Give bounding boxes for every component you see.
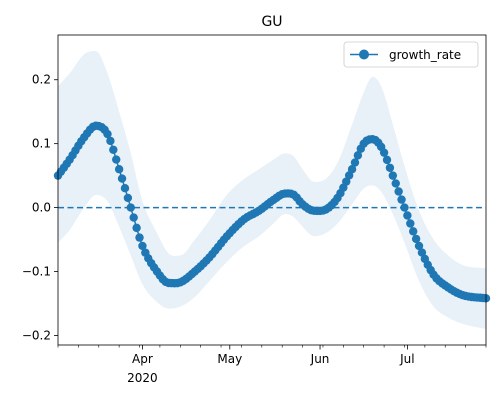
data-point [347,165,357,174]
data-point [397,195,406,204]
data-point [106,136,115,146]
data-point [385,163,395,172]
legend-label-growth-rate: growth_rate [389,48,461,62]
confidence-band-layer [58,50,486,330]
series-points-layer [53,121,491,303]
plot-frame [57,34,487,346]
data-point [400,203,409,212]
y-tick-label: 0.0 [32,201,51,215]
data-point [379,148,389,157]
data-point [120,184,130,193]
data-point [114,165,124,174]
y-tick-label: 0.1 [32,137,51,151]
chart-title: GU [261,14,282,30]
data-point [406,219,415,228]
y-axis: −0.2 −0.1 0.0 0.1 0.2 [22,73,58,342]
data-point [411,234,421,244]
data-point [132,223,141,233]
data-point [388,171,398,180]
data-point [409,227,418,236]
x-tick-label: Jul [399,352,414,366]
data-point [129,213,138,222]
data-point [103,129,112,139]
x-tick-label: Jun [310,352,330,366]
data-point [117,174,127,183]
data-point [403,211,412,220]
x-axis: Apr 2020 May Jun Jul [57,345,487,385]
data-point [123,193,133,203]
data-point [126,203,135,212]
data-point [350,158,360,167]
data-point [138,241,147,251]
x-tick-label: May [217,352,242,366]
data-point [112,155,121,164]
data-point [382,155,392,165]
legend: growth_rate [343,41,479,68]
data-point [417,248,427,257]
y-tick-label: −0.2 [22,328,51,342]
legend-box [343,41,479,68]
legend-marker-swatch [359,49,369,60]
data-point [414,241,424,251]
data-point [391,179,400,188]
y-tick-label: −0.1 [22,264,51,278]
data-point [135,233,144,242]
data-point [109,145,118,154]
confidence-band [58,50,486,330]
data-point [353,151,363,160]
x-tick-label: Apr [132,352,153,366]
y-tick-label: 0.2 [32,73,51,87]
data-point [394,187,403,196]
data-point [342,177,351,186]
x-tick-year-label: 2020 [127,371,158,385]
